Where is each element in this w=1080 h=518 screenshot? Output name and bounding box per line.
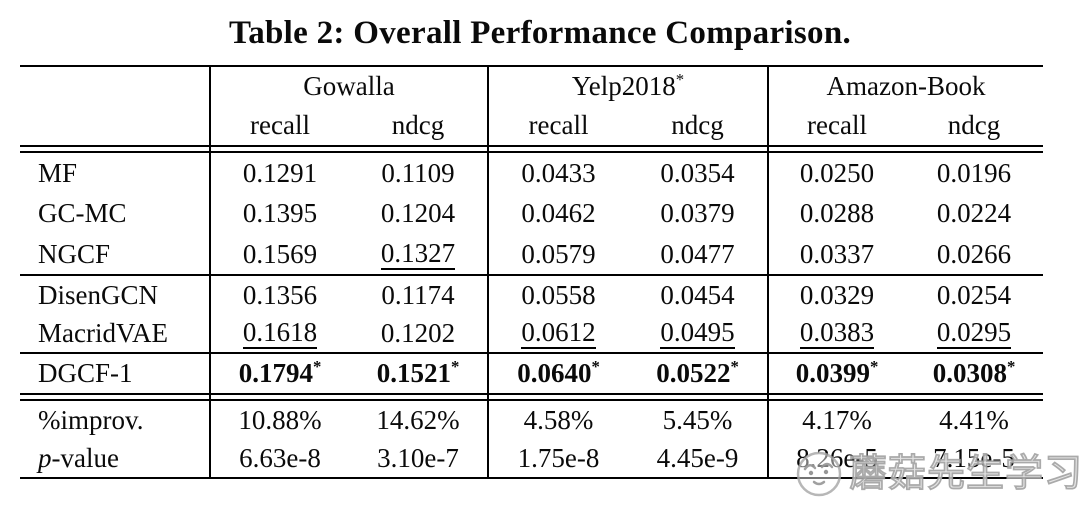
dataset-asterisk: * xyxy=(675,70,685,89)
metric-cell: 0.1204 xyxy=(380,198,456,228)
metric-cell: 0.0254 xyxy=(936,279,1012,310)
significance-asterisk: * xyxy=(450,357,460,376)
metric-cell-best: 0.1794* xyxy=(209,353,349,394)
row-label: MacridVAE xyxy=(38,317,168,348)
metric-cell-second-best: 0.0383 xyxy=(767,314,905,353)
group-header-amazon-book: Amazon-Book xyxy=(767,66,1043,106)
group-header-yelp2018: Yelp2018* xyxy=(487,66,768,106)
metric-cell: 3.10e-7 xyxy=(377,442,459,473)
significance-asterisk: * xyxy=(312,357,322,376)
table-row-gcmc: GC-MC 0.1395 0.1204 0.0462 0.0379 0.0288… xyxy=(20,193,1043,234)
table-row-macridvae: MacridVAE 0.1618 0.1202 0.0612 0.0495 0.… xyxy=(20,314,1043,353)
metric-cell: 0.1109 xyxy=(381,157,455,188)
metric-cell-second-best: 0.0612 xyxy=(487,314,628,353)
metric-header-ndcg: ndcg xyxy=(671,110,724,140)
performance-table: Gowalla Yelp2018* Amazon-Book recall ndc… xyxy=(20,65,1043,479)
metric-cell: 0.0579 xyxy=(487,234,628,275)
row-label: MF xyxy=(38,157,78,188)
table-row-dgcf1: DGCF-1 0.1794* 0.1521* 0.0640* 0.0522* 0… xyxy=(20,353,1043,394)
metric-cell: 0.0196 xyxy=(936,157,1012,188)
metric-cell-best: 0.0399* xyxy=(767,353,905,394)
metric-cell: 0.0454 xyxy=(660,279,735,310)
metric-header-ndcg: ndcg xyxy=(947,110,1001,140)
metric-cell-second-best: 0.0295 xyxy=(905,314,1043,353)
table-row-improvement: %improv. 10.88% 14.62% 4.58% 5.45% 4.17%… xyxy=(20,400,1043,439)
metric-header-recall: recall xyxy=(767,106,905,146)
corner-cell xyxy=(20,106,210,146)
metric-cell: 7.15e-5 xyxy=(933,442,1015,473)
metric-cell: 0.0329 xyxy=(767,275,905,314)
metric-cell: 4.17% xyxy=(767,400,905,439)
table-row-disengcn: DisenGCN 0.1356 0.1174 0.0558 0.0454 0.0… xyxy=(20,275,1043,314)
metric-cell-best: 0.0522* xyxy=(656,357,739,388)
row-label: DGCF-1 xyxy=(38,358,133,388)
row-label: %improv. xyxy=(38,404,144,435)
dataset-header-row: Gowalla Yelp2018* Amazon-Book xyxy=(20,66,1043,106)
metric-header-recall: recall xyxy=(209,106,349,146)
group-header-gowalla: Gowalla xyxy=(209,66,488,106)
metric-cell: 0.0462 xyxy=(487,193,628,234)
significance-asterisk: * xyxy=(591,357,600,376)
metric-cell-best: 0.1521* xyxy=(376,357,460,388)
metric-cell: 0.0224 xyxy=(936,198,1012,228)
metric-cell-second-best: 0.0495 xyxy=(628,314,768,353)
metric-cell: 0.0288 xyxy=(767,193,905,234)
significance-asterisk: * xyxy=(869,357,879,376)
metric-cell: 0.0433 xyxy=(487,152,628,193)
metric-cell: 0.1395 xyxy=(209,193,349,234)
metric-cell-best: 0.0640* xyxy=(487,353,628,394)
metric-cell: 4.41% xyxy=(939,404,1009,435)
metric-cell: 10.88% xyxy=(209,400,349,439)
metric-cell: 0.0354 xyxy=(660,157,735,188)
metric-cell: 8.26e-5 xyxy=(767,439,905,478)
metric-cell: 0.0477 xyxy=(660,238,735,269)
metric-cell: 0.0337 xyxy=(767,234,905,275)
corner-cell xyxy=(20,66,210,106)
significance-asterisk: * xyxy=(730,357,739,376)
table-row-ngcf: NGCF 0.1569 0.1327 0.0579 0.0477 0.0337 … xyxy=(20,234,1043,275)
metric-cell: 0.1202 xyxy=(380,317,456,348)
metric-cell-second-best: 0.1618 xyxy=(209,314,349,353)
double-rule-divider xyxy=(20,394,1043,400)
metric-cell: 14.62% xyxy=(376,404,460,435)
double-rule-divider xyxy=(20,146,1043,152)
table-row-mf: MF 0.1291 0.1109 0.0433 0.0354 0.0250 0.… xyxy=(20,152,1043,193)
metric-cell-best: 0.0308* xyxy=(932,357,1016,388)
metric-header-recall: recall xyxy=(487,106,628,146)
metric-cell: 0.0558 xyxy=(487,275,628,314)
metric-header-ndcg: ndcg xyxy=(391,110,445,140)
table-row-pvalue: p-value 6.63e-8 3.10e-7 1.75e-8 4.45e-9 … xyxy=(20,439,1043,478)
metric-cell-second-best: 0.1327 xyxy=(349,234,488,275)
metric-cell: 0.1174 xyxy=(381,279,455,310)
metric-cell: 4.45e-9 xyxy=(656,442,739,473)
row-label: NGCF xyxy=(38,238,111,269)
metric-cell: 6.63e-8 xyxy=(209,439,349,478)
metric-cell: 0.0266 xyxy=(936,238,1012,269)
metric-cell: 0.1569 xyxy=(209,234,349,275)
metric-cell: 0.1291 xyxy=(209,152,349,193)
metric-header-row: recall ndcg recall ndcg recall ndcg xyxy=(20,106,1043,146)
row-label: DisenGCN xyxy=(38,279,158,310)
metric-cell: 5.45% xyxy=(662,404,733,435)
row-label: p-value xyxy=(38,442,119,473)
row-label: GC-MC xyxy=(38,198,127,228)
metric-cell: 0.1356 xyxy=(209,275,349,314)
table-caption: Table 2: Overall Performance Comparison. xyxy=(228,15,852,51)
metric-cell: 4.58% xyxy=(487,400,628,439)
significance-asterisk: * xyxy=(1006,357,1016,376)
metric-cell: 0.0379 xyxy=(660,198,735,228)
metric-cell: 1.75e-8 xyxy=(487,439,628,478)
metric-cell: 0.0250 xyxy=(767,152,905,193)
